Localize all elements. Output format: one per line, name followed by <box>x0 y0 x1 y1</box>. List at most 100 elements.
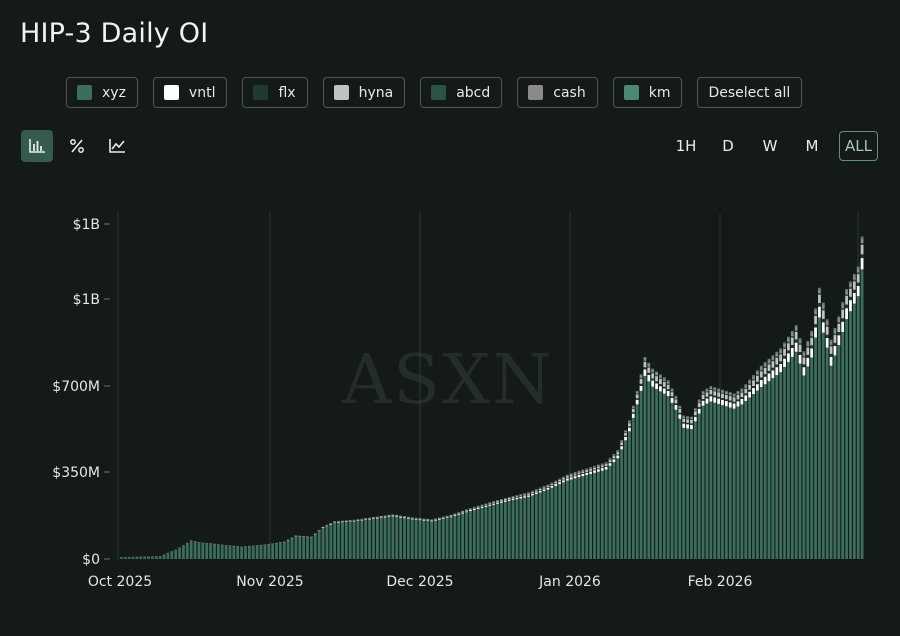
bar-segment-hyna <box>798 344 802 352</box>
bar-segment-cash <box>845 290 848 295</box>
bar-segment-flx <box>666 389 670 391</box>
bar-segment-xyz <box>189 540 193 559</box>
bar-segment-vntl <box>697 408 701 414</box>
bar-segment-cash <box>821 304 825 309</box>
bar-segment-xyz <box>372 518 375 559</box>
bar-segment-xyz <box>306 537 309 559</box>
bar-segment-hyna <box>569 474 573 477</box>
bar-segment-km <box>697 399 701 401</box>
bar-segment-hyna <box>379 516 383 517</box>
bar-segment-hyna <box>709 389 713 395</box>
bar-segment-cash <box>608 458 612 460</box>
bar-segment-hyna <box>519 495 523 497</box>
bar-segment-xyz <box>120 557 123 559</box>
bar-segment-hyna <box>596 466 600 469</box>
line-chart-mode-button[interactable] <box>101 130 133 162</box>
bar-segment-xyz <box>852 303 856 559</box>
bar-segment-vntl <box>810 348 814 358</box>
bar-segment-xyz <box>794 351 798 559</box>
bar-segment-km <box>690 416 693 418</box>
range-all-button[interactable]: ALL <box>839 131 878 161</box>
bar-segment-xyz <box>147 556 150 559</box>
range-day-button[interactable]: D <box>722 137 734 155</box>
bar-segment-xyz <box>333 522 337 559</box>
bar-segment-flx <box>810 345 814 349</box>
legend-item-flx[interactable]: flx <box>242 77 308 108</box>
bar-segment-xyz <box>763 384 767 559</box>
bar-segment-cash <box>852 275 856 280</box>
range-week-button[interactable]: W <box>762 137 778 155</box>
bar-segment-xyz <box>503 501 507 559</box>
bar-segment-xyz <box>279 542 282 559</box>
x-tick-label: Feb 2026 <box>688 574 753 590</box>
legend-item-xyz[interactable]: xyz <box>66 77 138 108</box>
bar-segment-vntl <box>519 496 523 499</box>
range-1h-button[interactable]: 1H <box>675 137 697 155</box>
bar-segment-xyz <box>341 522 344 559</box>
bar-segment-vntl <box>775 367 779 376</box>
legend-item-abcd[interactable]: abcd <box>420 77 503 108</box>
bar-segment-xyz <box>151 556 154 559</box>
bar-segment-hyna <box>643 361 647 368</box>
bar-segment-vntl <box>550 485 554 488</box>
bar-segment-abcd <box>635 393 639 395</box>
bar-segment-vntl <box>375 517 379 519</box>
bar-segment-xyz <box>205 543 209 559</box>
range-month-button[interactable]: M <box>805 137 819 155</box>
bar-segment-hyna <box>426 519 430 520</box>
bar-segment-vntl <box>596 469 600 472</box>
bar-segment-abcd <box>690 419 693 420</box>
bar-segment-hyna <box>445 516 449 517</box>
bar-segment-vntl <box>701 400 705 406</box>
legend-item-km[interactable]: km <box>612 77 683 108</box>
bar-segment-xyz <box>399 517 402 559</box>
bar-segment-abcd <box>810 336 814 338</box>
bar-segment-hyna <box>744 388 748 394</box>
bar-segment-flx <box>701 398 705 401</box>
percent-mode-button[interactable] <box>61 130 93 162</box>
bar-segment-hyna <box>581 471 585 474</box>
swatch-vntl <box>163 85 179 100</box>
bar-segment-km <box>755 370 759 372</box>
bar-segment-hyna <box>469 508 472 510</box>
bar-segment-cash <box>752 376 755 380</box>
bar-segment-cash <box>693 408 697 411</box>
bar-segment-xyz <box>573 478 577 559</box>
bar-segment-cash <box>569 473 573 475</box>
bar-segment-hyna <box>593 467 596 470</box>
bar-segment-vntl <box>507 499 511 501</box>
bar-segment-vntl <box>527 495 530 497</box>
bar-segment-xyz <box>569 479 573 559</box>
deselect-all-button[interactable]: Deselect all <box>697 77 803 108</box>
bar-segment-hyna <box>833 335 837 343</box>
bar-segment-abcd <box>825 324 829 327</box>
bar-segment-abcd <box>643 360 647 362</box>
legend-item-vntl[interactable]: vntl <box>152 77 228 108</box>
bar-segment-hyna <box>527 493 530 495</box>
bar-segment-hyna <box>488 503 492 505</box>
bar-segment-hyna <box>674 399 678 404</box>
bar-segment-hyna <box>682 418 686 423</box>
bar-segment-xyz <box>643 375 647 559</box>
bar-segment-cash <box>527 492 530 494</box>
bar-segment-flx <box>565 477 569 479</box>
bar-segment-flx <box>655 381 658 384</box>
legend-item-hyna[interactable]: hyna <box>322 77 406 108</box>
bar-segment-vntl <box>659 386 662 392</box>
bar-segment-vntl <box>441 518 445 519</box>
bar-segment-flx <box>682 422 686 424</box>
bar-segment-hyna <box>511 497 515 499</box>
bar-segment-xyz <box>387 516 391 559</box>
bar-chart-mode-button[interactable] <box>21 130 53 162</box>
legend-item-cash[interactable]: cash <box>517 77 598 108</box>
bar-segment-vntl <box>445 517 449 519</box>
bar-segment-xyz <box>810 357 814 559</box>
bar-segment-xyz <box>240 546 243 559</box>
bar-segment-cash <box>697 400 701 403</box>
bar-segment-vntl <box>538 490 542 493</box>
bar-segment-flx <box>755 381 759 385</box>
bar-segment-vntl <box>647 374 651 382</box>
bar-segment-km <box>837 316 841 319</box>
bar-segment-hyna <box>624 432 627 436</box>
bar-segment-xyz <box>123 556 127 559</box>
